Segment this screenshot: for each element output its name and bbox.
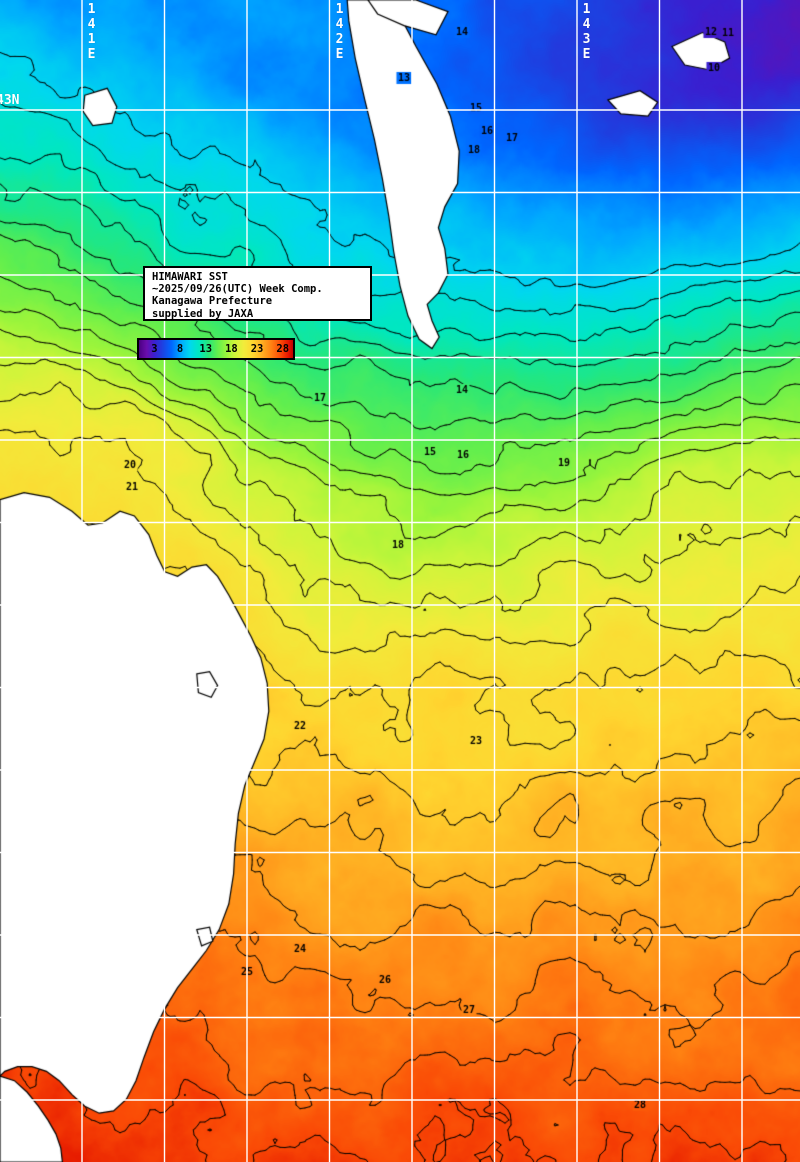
longitude-label-141E: 141E <box>84 2 99 62</box>
colorbar-tick-labels: 3 8 13 18 23 28 <box>139 340 293 358</box>
colorbar-tick-18: 18 <box>225 343 238 355</box>
legend-region: Kanagawa Prefecture <box>152 295 273 308</box>
colorbar-tick-13: 13 <box>199 343 213 355</box>
legend-date: ~2025/09/26(UTC) Week Comp. <box>152 283 323 296</box>
legend-info-box: HIMAWARI SST ~2025/09/26(UTC) Week Comp.… <box>143 266 372 321</box>
longitude-label-142E: 142E <box>332 2 347 62</box>
colorbar-tick-23: 23 <box>250 343 264 355</box>
colorbar-tick-8: 8 <box>176 343 184 355</box>
colorbar: 3 8 13 18 23 28 <box>137 338 295 360</box>
legend-title: HIMAWARI SST <box>152 271 228 283</box>
colorbar-tick-3: 3 <box>151 343 158 355</box>
colorbar-tick-28: 28 <box>276 343 290 355</box>
longitude-label-143E: 143E <box>579 2 594 62</box>
latitude-label-43N: 43N <box>0 93 20 108</box>
colorbar-gradient: 3 8 13 18 23 28 <box>139 340 293 358</box>
legend-source: supplied by JAXA <box>152 307 254 320</box>
